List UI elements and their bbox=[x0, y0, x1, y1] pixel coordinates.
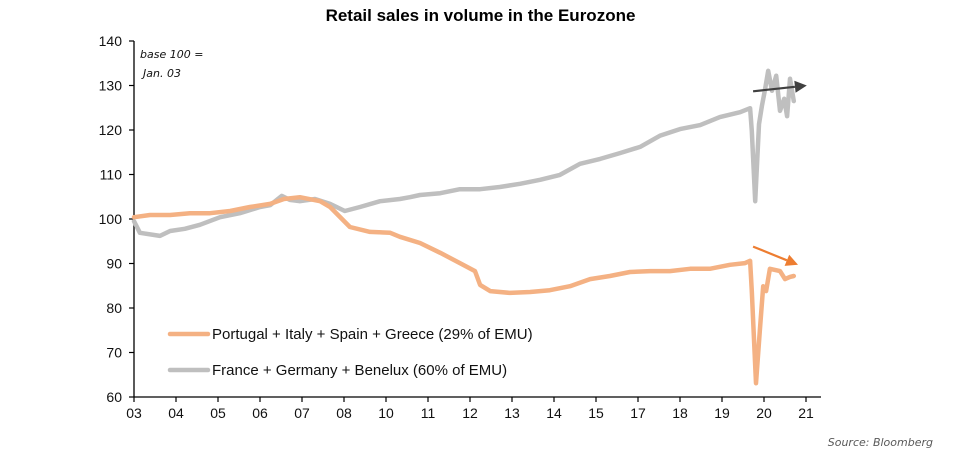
y-tick-label: 90 bbox=[106, 256, 122, 272]
base-note-line-2: Jan. 03 bbox=[141, 67, 181, 80]
y-tick-label: 60 bbox=[106, 389, 122, 405]
trend-arrows bbox=[752, 80, 807, 266]
x-tick-label: 06 bbox=[252, 405, 268, 421]
x-axis: 03 04 05 06 07 08 10 11 12 13 14 15 17 18 19 20 21 bbox=[126, 396, 821, 421]
x-tick-label: 15 bbox=[588, 405, 604, 421]
x-tick-label: 14 bbox=[546, 405, 562, 421]
x-tick-label: 21 bbox=[798, 405, 814, 421]
trend-arrow-shaft-down bbox=[752, 245, 788, 262]
trend-arrow-head-up-icon bbox=[794, 80, 807, 93]
y-tick-label: 120 bbox=[99, 122, 123, 138]
y-tick-label: 100 bbox=[99, 211, 123, 227]
trend-arrow-head-down-icon bbox=[784, 254, 798, 266]
trend-arrow-shaft-up bbox=[752, 85, 796, 93]
chart-title: Retail sales in volume in the Eurozone bbox=[325, 6, 636, 25]
y-axis: 60 70 80 90 100 110 120 130 140 bbox=[99, 33, 135, 405]
y-tick-label: 130 bbox=[99, 78, 123, 94]
base-note: base 100 = Jan. 03 bbox=[140, 48, 203, 80]
legend: Portugal + Italy + Spain + Greece (29% o… bbox=[167, 326, 533, 379]
y-tick-label: 110 bbox=[100, 167, 123, 183]
x-tick-label: 19 bbox=[714, 405, 730, 421]
x-tick-label: 07 bbox=[294, 405, 310, 421]
x-tick-label: 17 bbox=[630, 405, 646, 421]
x-tick-label: 08 bbox=[336, 405, 352, 421]
series-layer bbox=[131, 68, 797, 386]
y-tick-label: 140 bbox=[99, 33, 123, 49]
x-tick-label: 12 bbox=[462, 405, 478, 421]
y-tick-label: 80 bbox=[106, 300, 122, 316]
x-tick-label: 11 bbox=[421, 405, 436, 421]
legend-label: Portugal + Italy + Spain + Greece (29% o… bbox=[212, 326, 533, 343]
x-tick-label: 10 bbox=[378, 405, 394, 421]
legend-label: France + Germany + Benelux (60% of EMU) bbox=[212, 362, 507, 379]
x-tick-label: 04 bbox=[168, 405, 184, 421]
y-tick-label: 70 bbox=[106, 345, 122, 361]
x-tick-label: 18 bbox=[672, 405, 688, 421]
x-tick-label: 20 bbox=[756, 405, 772, 421]
x-tick-label: 03 bbox=[126, 405, 142, 421]
series-line-southern-europe bbox=[131, 194, 797, 386]
source-note: Source: Bloomberg bbox=[827, 436, 933, 449]
x-tick-label: 05 bbox=[210, 405, 226, 421]
base-note-line-1: base 100 = bbox=[140, 48, 203, 61]
x-tick-label: 13 bbox=[504, 405, 520, 421]
